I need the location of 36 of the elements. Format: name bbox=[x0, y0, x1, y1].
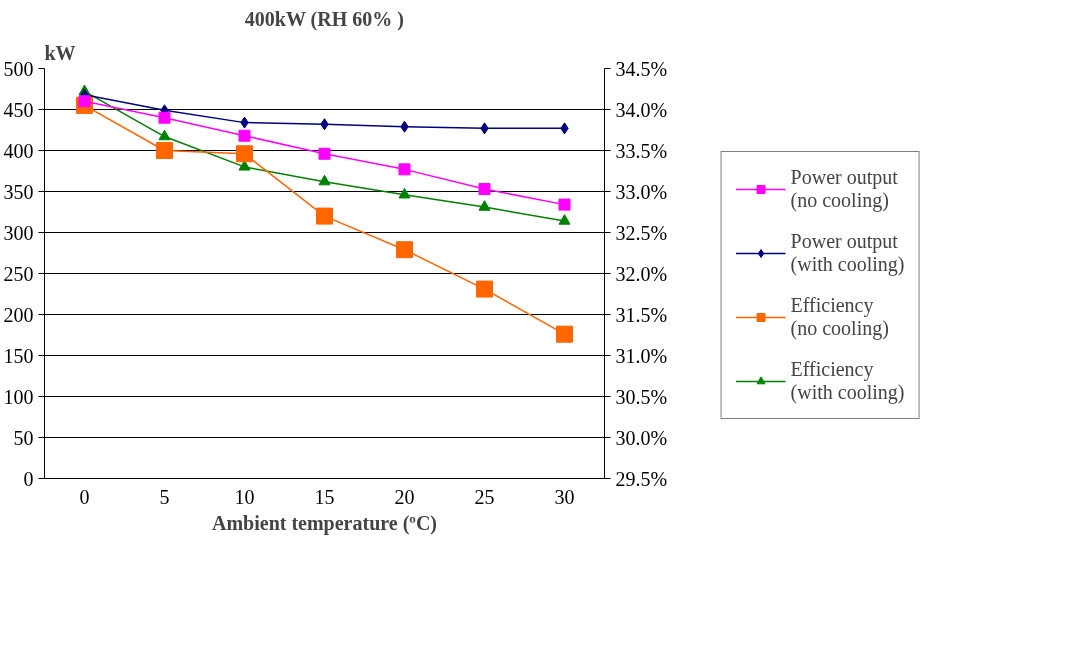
y-tick-label: 250 bbox=[3, 262, 34, 285]
x-tick-label: 20 bbox=[394, 485, 415, 508]
legend-label: Efficiency (no cooling) bbox=[790, 294, 889, 340]
y2-tick-label: 34.5% bbox=[615, 57, 668, 80]
y-tick-label: 350 bbox=[3, 180, 34, 203]
y2-tick-label: 34.0% bbox=[615, 98, 668, 121]
y-tick-label: 150 bbox=[3, 344, 34, 367]
y2-tick-label: 29.5% bbox=[615, 467, 668, 490]
y2-tick-label: 31.5% bbox=[615, 303, 668, 326]
x-tick-label: 30 bbox=[554, 485, 575, 508]
legend-label: Efficiency (with cooling) bbox=[790, 358, 905, 404]
y-tick-label: 400 bbox=[3, 139, 34, 162]
y-tick-label: 450 bbox=[3, 98, 34, 121]
x-tick-label: 5 bbox=[159, 485, 170, 508]
x-tick-label: 10 bbox=[234, 485, 255, 508]
y-tick-label: 0 bbox=[23, 467, 34, 490]
y2-tick-label: 30.0% bbox=[615, 426, 668, 449]
x-tick-label: 0 bbox=[79, 485, 90, 508]
y2-tick-label: 32.0% bbox=[615, 262, 668, 285]
y2-tick-label: 33.0% bbox=[615, 180, 668, 203]
y-tick-label: 500 bbox=[3, 57, 34, 80]
y-tick-label: 100 bbox=[3, 385, 34, 408]
x-axis-title: Ambient temperature (ºC) bbox=[211, 511, 438, 535]
y2-tick-label: 33.5% bbox=[615, 139, 668, 162]
legend-label: Power output (no cooling) bbox=[790, 166, 898, 212]
y-tick-label: 50 bbox=[13, 426, 34, 449]
y-tick-label: 200 bbox=[3, 303, 34, 326]
y-axis-title: kW bbox=[44, 41, 76, 64]
y2-tick-label: 32.5% bbox=[615, 221, 668, 244]
legend-label: Power output (with cooling) bbox=[790, 230, 905, 276]
y2-tick-label: 30.5% bbox=[615, 385, 668, 408]
y-tick-label: 300 bbox=[3, 221, 34, 244]
x-tick-label: 15 bbox=[314, 485, 335, 508]
y2-tick-label: 31.0% bbox=[615, 344, 668, 367]
chart-title: 400kW (RH 60% ) bbox=[244, 7, 404, 31]
x-tick-label: 25 bbox=[474, 485, 495, 508]
